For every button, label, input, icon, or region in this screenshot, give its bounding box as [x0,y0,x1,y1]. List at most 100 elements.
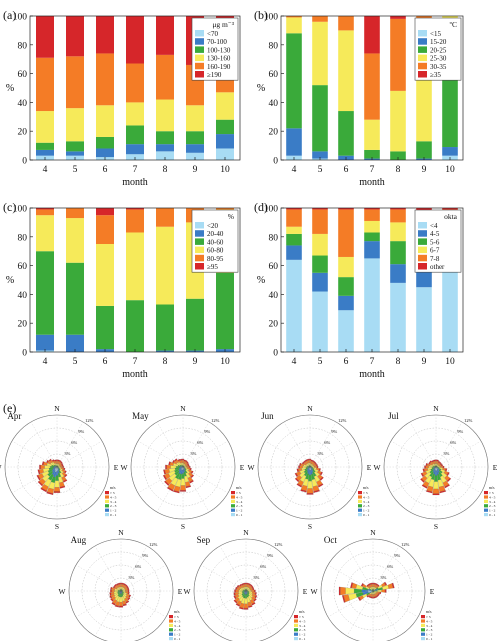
legend-swatch [195,222,204,229]
rose-petal-segment [125,584,128,587]
x-axis-label: month [359,177,385,188]
bar-segment [96,208,114,216]
rose-spoke [30,466,58,513]
x-tick-label: 6 [344,357,349,367]
rose-petal-segment [424,465,426,469]
rose-petal-segment [172,459,175,464]
rose-compass-label: N [433,404,439,413]
rose-petal-segment [383,581,388,586]
rose-ring-label: 12% [85,418,94,423]
rose-petal-segment [370,596,373,599]
rose-petal-segment [367,583,371,586]
rose-legend-label: 3 - 4 [110,500,117,504]
rose-spoke [264,466,311,494]
rose-petal-segment [114,584,117,587]
rose-petal-segment [442,465,445,469]
rose-legend-title: m/s [299,610,305,614]
rose-petal-segment [318,468,321,472]
legend-swatch [418,38,427,45]
rose-compass-label: S [181,522,185,531]
rose-spoke [94,590,122,637]
bar-segment [66,108,84,142]
rose-spoke [346,545,374,592]
rose-spoke [327,564,374,592]
rose-ring-label: 9% [267,553,273,558]
bar-segment [126,102,144,126]
rose-legend-label: 4 - 5 [426,619,433,623]
bar-segment [286,226,302,234]
panel-label: (a) [3,8,16,22]
rose-petal-segment [345,587,355,595]
legend-swatch [195,54,204,62]
rose-legend-title: m/s [110,486,116,490]
rose-petal-segment [111,589,115,593]
y-tick-label: 100 [264,205,279,215]
rose-legend-swatch [105,491,109,495]
rose-petal-segment [299,465,303,469]
rose-spoke [435,466,482,494]
bar-segment [36,334,54,351]
rose-petal-segment [350,582,353,589]
rose-petal-segment [127,591,130,595]
rose-petal-segment [57,459,60,462]
rose-legend-label: 3 - 4 [363,500,370,504]
rose-petal-segment [433,481,439,490]
legend-label: <70 [207,30,218,38]
rose-compass-label: E [493,463,498,472]
rose-petal-segment [439,490,446,494]
bar-segment [338,208,354,210]
rose-ring-label: 3% [317,451,323,456]
bar-segment [156,151,174,160]
rose-petal-segment [174,458,178,462]
rose-petal-segment [188,466,191,468]
rose-legend-label: 0 - 1 [299,637,306,641]
bar-segment [186,152,204,160]
rose-petal-segment [440,462,443,466]
rose-legend-swatch [358,504,362,508]
rose-ring-label: 3% [128,575,134,580]
rose-legend-label: 3 - 4 [174,624,181,628]
bar-segment [156,304,174,351]
rose-petal-segment [236,584,240,588]
rose-petal-segment [312,460,315,463]
rose-petal-segment [242,582,246,585]
legend-swatch [195,62,204,70]
rose-petal-segment [235,603,240,607]
rose-spoke [11,466,58,494]
bar-segment [338,310,354,352]
rose-legend-label: 4 - 5 [363,495,370,499]
legend-swatch [418,46,427,53]
rose-legend-swatch [169,632,173,636]
rose-petal-segment [179,458,183,461]
rose-ring-label: 6% [450,440,456,445]
bar-segment [286,33,302,129]
legend-title: μg m⁻³ [212,20,234,29]
x-tick-label: 5 [73,165,78,175]
x-tick-label: 10 [445,165,455,175]
rose-spoke [435,466,463,513]
x-tick-label: 10 [220,165,230,175]
rose-ring-label: 3% [253,575,259,580]
rose-legend-label: 1 - 2 [110,509,117,513]
rose-ring-label: 12% [211,418,220,423]
rose-spoke [11,440,58,468]
rose-compass-label: S [434,522,438,531]
rose-petal-segment [40,464,45,470]
rose-petal-segment [55,475,59,481]
rose-petal-segment [299,462,302,466]
bar-segment [286,259,302,352]
rose-petal-segment [446,472,450,476]
rose-petal-segment [177,458,181,462]
rose-spoke [309,440,356,468]
rose-legend-swatch [231,491,235,495]
legend-label: <4 [430,222,438,230]
rose-petal-segment [303,460,306,463]
rose-legend-label: 2 - 3 [489,504,496,508]
rose-petal-segment [243,603,249,609]
legend-label: 20-25 [430,46,447,54]
rose-petal-segment [187,462,190,466]
rose-petal-segment [127,587,130,591]
rose-petal-segment [125,590,128,592]
